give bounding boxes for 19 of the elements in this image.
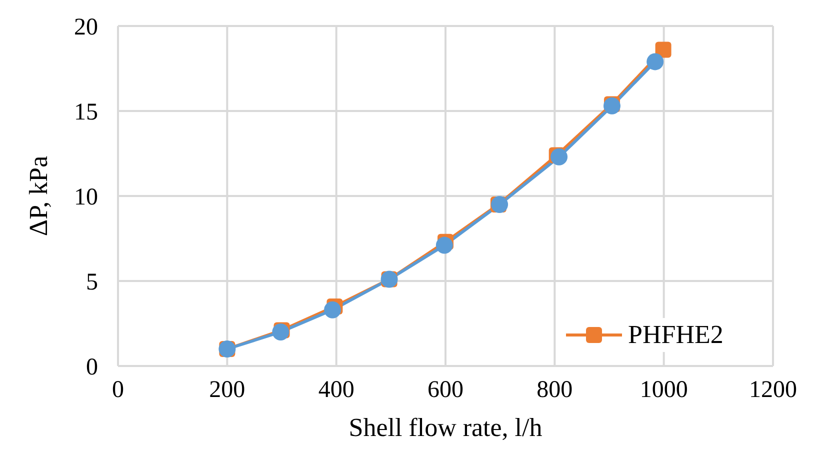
x-tick-label: 0 [112, 377, 124, 404]
y-tick-label: 5 [86, 270, 98, 296]
legend-label: PHFHE2 [628, 320, 724, 350]
x-tick-label: 800 [536, 377, 573, 404]
x-tick-label: 600 [428, 377, 464, 404]
y-tick-label: 10 [74, 184, 98, 211]
x-tick-label: 200 [209, 377, 246, 404]
y-tick-label: 0 [86, 354, 98, 381]
x-tick-label: 1200 [749, 377, 797, 404]
y-tick-label: 15 [74, 100, 98, 126]
point [324, 301, 342, 318]
x-axis-title: Shell flow rate, l/h [348, 413, 542, 442]
x-tick-label: 1000 [640, 377, 688, 404]
point [550, 148, 568, 166]
y-tick-label: 20 [74, 14, 98, 41]
point [646, 53, 664, 70]
point [436, 236, 453, 254]
y-axis-title: ΔP, kPa [24, 155, 54, 236]
x-tick-label: 400 [318, 377, 354, 404]
